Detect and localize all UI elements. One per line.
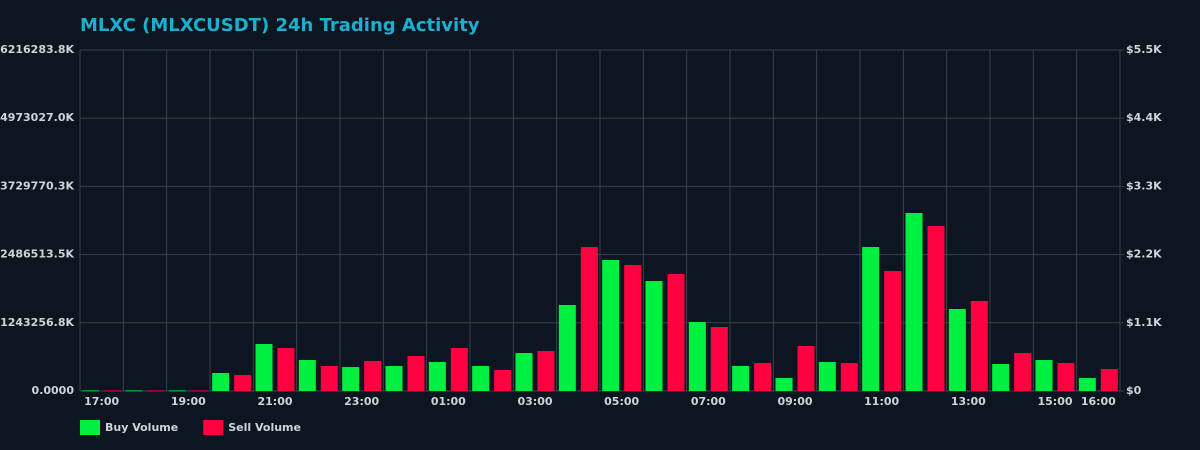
- bar: [342, 367, 360, 391]
- bar: [537, 351, 555, 391]
- x-tick-label: 09:00: [777, 395, 812, 408]
- y2-tick-label: $4.4K: [1126, 111, 1162, 124]
- bar: [905, 212, 923, 391]
- bar: [168, 390, 186, 392]
- y-tick-label: 1243256.8K: [0, 316, 74, 329]
- y2-tick-label: $5.5K: [1126, 43, 1162, 56]
- bar: [212, 373, 230, 391]
- bar: [1078, 377, 1096, 391]
- x-tick-label: 13:00: [951, 395, 986, 408]
- legend-label: Sell Volume: [228, 421, 301, 434]
- y-tick-label: 0.0000: [32, 384, 75, 397]
- bar: [234, 374, 252, 391]
- bar: [125, 390, 143, 392]
- bar: [754, 363, 772, 391]
- bar: [190, 390, 208, 392]
- bar: [1100, 369, 1118, 391]
- bar: [558, 304, 576, 391]
- bar: [970, 300, 988, 391]
- bar: [1035, 360, 1053, 391]
- bar: [927, 225, 945, 391]
- bar: [797, 346, 815, 391]
- bar: [1057, 363, 1075, 391]
- y2-tick-label: $0: [1126, 384, 1142, 397]
- bar: [580, 247, 598, 391]
- x-tick-label: 19:00: [171, 395, 206, 408]
- y2-tick-label: $3.3K: [1126, 179, 1162, 192]
- y2-tick-label: $1.1K: [1126, 316, 1162, 329]
- bar: [277, 347, 295, 391]
- x-tick-label: 01:00: [431, 395, 466, 408]
- x-tick-label: 05:00: [604, 395, 639, 408]
- chart-title: MLXC (MLXCUSDT) 24h Trading Activity: [80, 15, 480, 36]
- bar: [624, 264, 642, 391]
- y-tick-label: 3729770.3K: [0, 179, 74, 192]
- x-tick-label: 15:00: [1037, 395, 1072, 408]
- bar: [450, 347, 468, 391]
- bar: [407, 356, 425, 391]
- bar: [428, 361, 446, 391]
- y2-tick-label: $2.2K: [1126, 248, 1162, 261]
- bar: [775, 377, 793, 391]
- bar: [320, 365, 338, 391]
- y-tick-label: 4973027.0K: [0, 111, 74, 124]
- bar: [862, 247, 880, 391]
- x-tick-label: 03:00: [517, 395, 552, 408]
- x-tick-label: 23:00: [344, 395, 379, 408]
- bar: [948, 308, 966, 391]
- y-tick-label: 2486513.5K: [0, 248, 74, 261]
- bar: [515, 352, 533, 391]
- bar: [298, 360, 316, 391]
- x-tick-label: 21:00: [257, 395, 292, 408]
- legend-swatch: [203, 420, 224, 435]
- bar: [992, 364, 1010, 391]
- bar: [147, 390, 165, 392]
- bar: [255, 343, 273, 391]
- legend-swatch: [80, 420, 100, 435]
- bar: [82, 390, 100, 392]
- y-tick-label: 6216283.8K: [0, 43, 74, 56]
- x-tick-label: 11:00: [864, 395, 899, 408]
- bar: [710, 326, 728, 391]
- bar: [472, 365, 490, 391]
- bar: [645, 281, 663, 391]
- bar: [667, 273, 685, 391]
- bar: [494, 369, 512, 391]
- x-tick-label: 16:00: [1081, 395, 1116, 408]
- bar: [385, 365, 403, 391]
- legend-label: Buy Volume: [105, 421, 178, 434]
- bar: [840, 363, 858, 391]
- bar: [602, 260, 620, 391]
- bar: [104, 390, 122, 392]
- bar: [884, 270, 902, 391]
- x-tick-label: 17:00: [84, 395, 119, 408]
- x-tick-label: 07:00: [691, 395, 726, 408]
- bar: [688, 321, 706, 391]
- bar: [732, 365, 750, 391]
- bar: [364, 360, 382, 391]
- bar: [1014, 352, 1032, 391]
- bar: [818, 361, 836, 391]
